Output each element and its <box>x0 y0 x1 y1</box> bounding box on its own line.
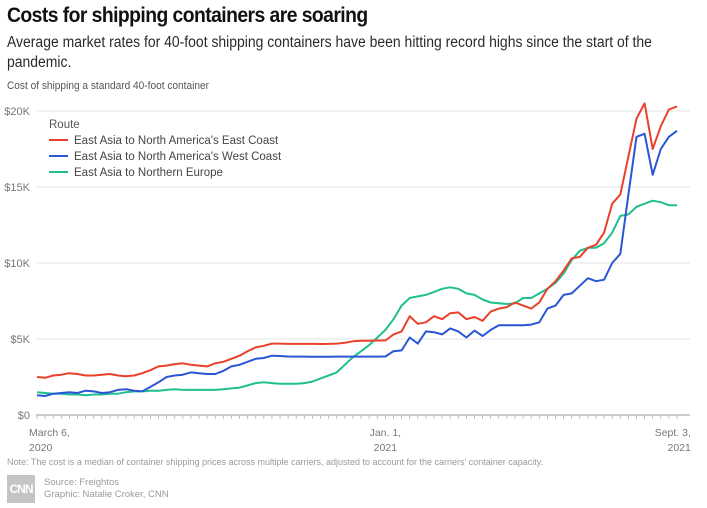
y-tick-label: $10K <box>4 258 30 270</box>
y-axis-ticks: $0 $5K $10K $15K $20K <box>4 106 30 422</box>
chart-subtitle: Average market rates for 40-foot shippin… <box>7 34 652 71</box>
x-tick-label-year: 2020 <box>29 442 53 454</box>
source-text: Source: Freightos <box>44 477 119 488</box>
x-tick-label-year: 2021 <box>374 442 398 454</box>
series-lines <box>36 102 678 397</box>
legend-label: East Asia to North America's East Coast <box>74 135 279 147</box>
series-line-1 <box>36 129 678 397</box>
y-tick-label: $20K <box>4 106 30 118</box>
series-line-2 <box>36 199 677 397</box>
x-tick-label: Sept. 3, <box>655 427 691 439</box>
legend-label: East Asia to North America's West Coast <box>74 151 282 163</box>
graphic-credit: Graphic: Natalie Croker, CNN <box>44 489 169 500</box>
series-line-0 <box>36 102 678 379</box>
legend-title: Route <box>49 119 80 131</box>
legend-label: East Asia to Northern Europe <box>74 167 223 179</box>
chart-note: Note: The cost is a median of container … <box>7 457 544 467</box>
x-tick-label-year: 2021 <box>668 442 692 454</box>
x-tick-label: March 6, <box>29 427 70 439</box>
gridlines <box>36 110 690 340</box>
chart-title: Costs for shipping containers are soarin… <box>7 4 368 27</box>
x-axis: March 6, 2020 Jan. 1, 2021 Sept. 3, 2021 <box>29 414 692 454</box>
y-tick-label: $5K <box>10 334 30 346</box>
x-tick-label: Jan. 1, <box>370 427 402 439</box>
legend: Route East Asia to North America's East C… <box>49 119 282 179</box>
cnn-logo: CNN <box>7 475 35 503</box>
y-tick-label: $0 <box>18 410 30 422</box>
credits: Source: Freightos Graphic: Natalie Croke… <box>44 477 169 501</box>
chart-axis-description: Cost of shipping a standard 40-foot cont… <box>7 80 209 92</box>
y-tick-label: $15K <box>4 182 30 194</box>
